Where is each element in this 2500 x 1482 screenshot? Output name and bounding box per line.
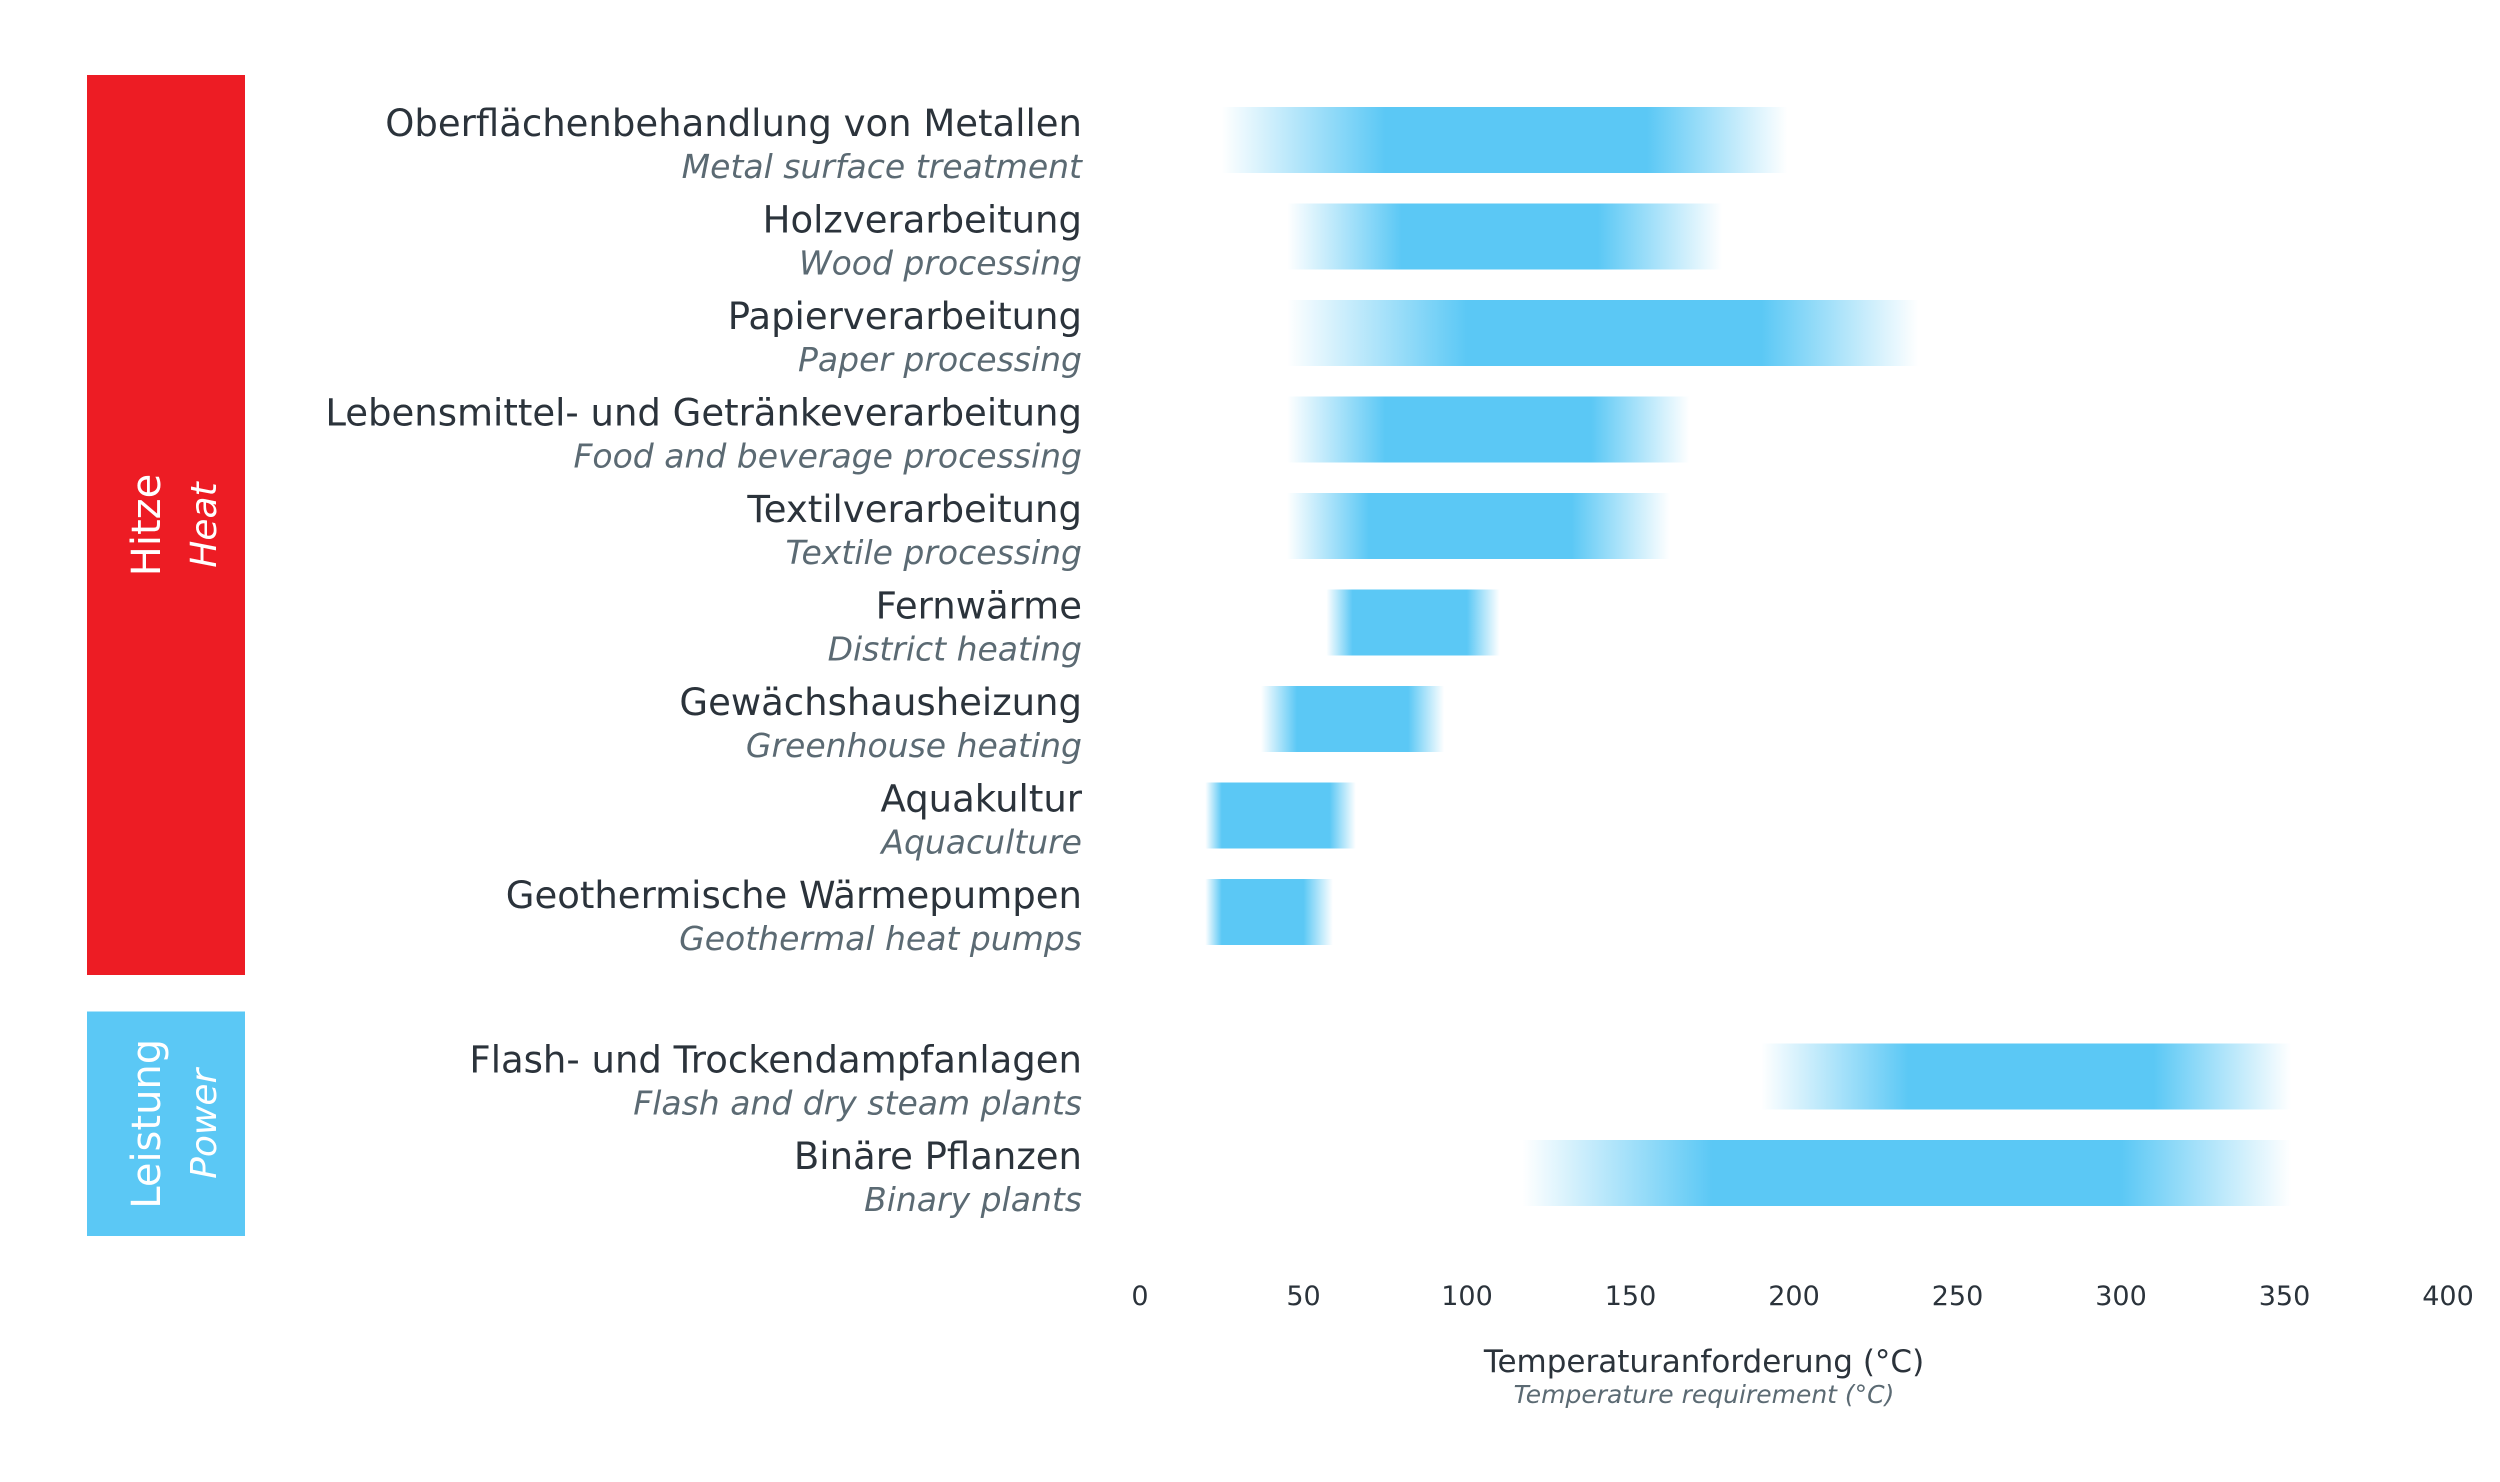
group-bands: Hitze Heat Leistung Power [87,75,245,1236]
x-tick-label: 300 [2095,1281,2147,1312]
bar-geothermal-heat-pumps [1205,879,1333,945]
x-tick-label: 250 [1932,1281,1984,1312]
category-label-en: Greenhouse heating [746,726,1082,765]
category-label: Textilverarbeitung [746,488,1082,531]
range-bars [1205,107,2292,1206]
category-label: Gewächshausheizung [679,681,1082,724]
group-band-power [87,1011,245,1236]
x-tick-label: 50 [1286,1281,1320,1312]
category-label: Lebensmittel- und Getränkeverarbeitung [325,392,1082,435]
category-label-en: District heating [828,630,1082,669]
category-label-en: Metal surface treatment [682,147,1083,186]
x-tick-label: 400 [2422,1281,2474,1312]
category-label: Geothermische Wärmepumpen [506,874,1082,917]
x-tick-label: 200 [1768,1281,1820,1312]
x-tick-label: 0 [1131,1281,1148,1312]
group-label: Hitze [124,474,170,576]
bar-aquaculture [1205,782,1356,849]
bar-textile-processing [1287,493,1670,559]
bar-flash-and-dry-steam-plants [1761,1043,2291,1110]
bar-food-and-beverage-processing [1287,396,1690,463]
category-label: Flash- und Trockendampfanlagen [469,1039,1082,1082]
bar-metal-surface-treatment [1221,107,1788,173]
category-label-en: Binary plants [864,1180,1082,1219]
category-label: Holzverarbeitung [763,199,1082,242]
x-axis-title: Temperaturanforderung (°C) [1483,1344,1924,1380]
bar-paper-processing [1287,300,1919,366]
category-label-en: Textile processing [785,533,1082,572]
category-label: Aquakultur [881,778,1083,821]
category-label-en: Paper processing [798,340,1082,379]
category-label: Oberflächenbehandlung von Metallen [385,102,1082,145]
category-label-en: Food and beverage processing [573,437,1082,476]
bar-district-heating [1326,589,1500,656]
category-labels: Oberflächenbehandlung von MetallenMetal … [325,102,1083,1219]
category-label-en: Aquaculture [879,823,1082,862]
category-label: Binäre Pflanzen [794,1135,1082,1178]
category-label-en: Wood processing [799,244,1082,283]
group-band-heat [87,75,245,975]
category-label-en: Flash and dry steam plants [633,1084,1082,1123]
group-label: Leistung [124,1039,170,1209]
category-label: Papierverarbeitung [728,295,1082,338]
category-label-en: Geothermal heat pumps [679,919,1082,958]
group-label-en: Power [184,1067,225,1179]
x-tick-label: 150 [1605,1281,1657,1312]
x-axis: 0 50 100 150 200 250 300 350 400 Temperaturanford… [1131,1281,2473,1409]
bar-wood-processing [1287,203,1723,270]
bar-greenhouse-heating [1261,686,1445,752]
x-axis-title-en: Temperature requirement (°C) [1514,1380,1895,1409]
x-tick-label: 350 [2259,1281,2311,1312]
bar-binary-plants [1522,1140,2292,1206]
group-label-en: Heat [184,480,225,567]
category-label: Fernwärme [876,585,1082,628]
x-tick-label: 100 [1441,1281,1493,1312]
